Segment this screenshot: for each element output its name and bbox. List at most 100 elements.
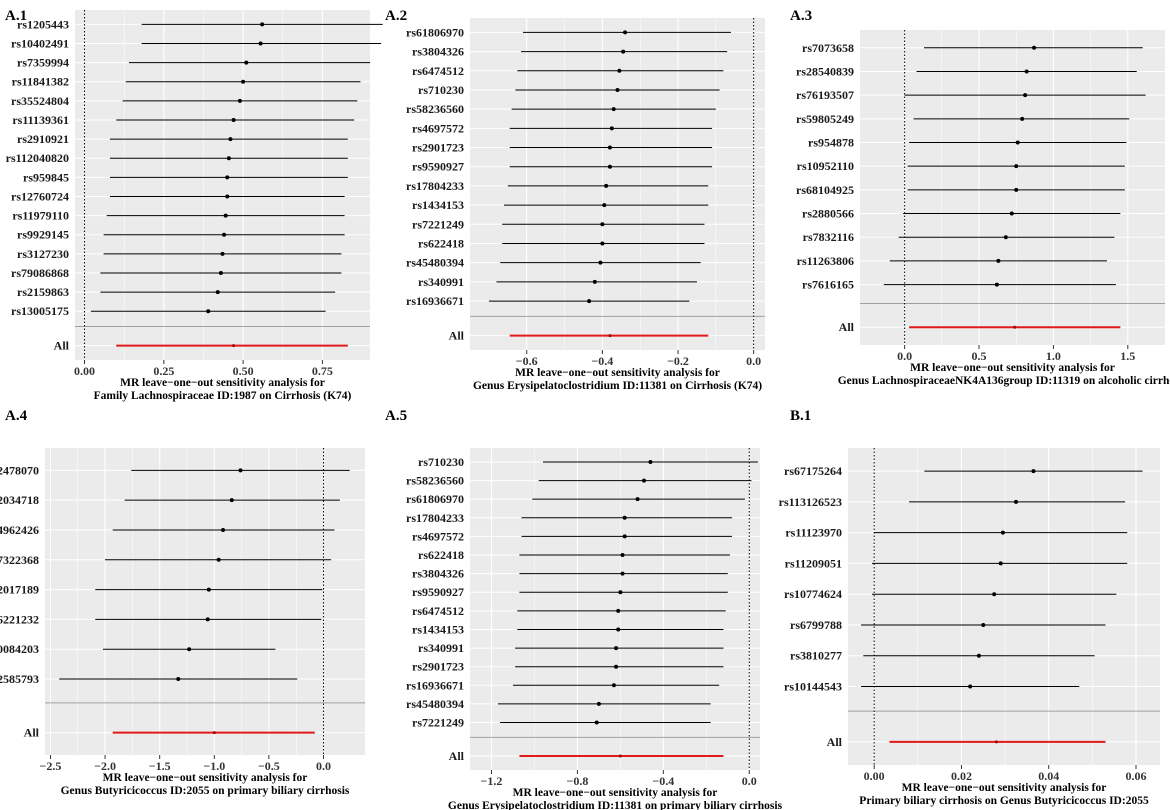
snp-label: rs622418 <box>418 236 464 250</box>
snp-label: rs10144543 <box>784 680 842 694</box>
snp-label: rs7359994 <box>17 56 69 70</box>
point-estimate <box>617 68 622 73</box>
point-estimate <box>648 459 653 464</box>
snp-label: rs56221232 <box>0 612 39 626</box>
point-estimate <box>205 617 210 622</box>
panel-background <box>470 18 765 350</box>
snp-label: rs45480394 <box>406 256 464 270</box>
x-axis-title: Genus Erysipelatoclostridium ID:11381 on… <box>473 380 762 392</box>
point-estimate <box>616 608 621 613</box>
point-estimate <box>1024 69 1029 74</box>
point-estimate <box>237 98 242 103</box>
point-estimate <box>1009 211 1014 216</box>
snp-label: rs7832116 <box>803 230 854 244</box>
snp-label: rs79086868 <box>11 266 69 280</box>
panel-tag: A.1 <box>5 8 27 24</box>
x-tick-label: −0.6 <box>516 354 538 368</box>
snp-label: rs11979110 <box>12 209 69 223</box>
point-estimate <box>231 117 236 122</box>
snp-label: rs1205443 <box>17 17 69 31</box>
panel-background <box>45 448 365 755</box>
point-estimate <box>622 534 627 539</box>
panel-A-3: A.3 rs7073658 rs28540839 rs76193507 rs598052… <box>790 8 1170 387</box>
snp-label: rs1434153 <box>412 622 464 636</box>
point-estimate <box>607 164 612 169</box>
overall-label: All <box>449 749 465 763</box>
point-estimate <box>221 527 226 532</box>
x-tick-label: −0.5 <box>258 759 280 773</box>
point-estimate <box>1020 116 1025 121</box>
x-tick-label: 0.0 <box>742 774 757 788</box>
snp-label: rs2159863 <box>17 285 69 299</box>
snp-label: rs9590927 <box>412 160 464 174</box>
panel-A-4: A.4 rs62478070 rs12034718 rs4962426 rs732236… <box>0 408 365 797</box>
point-estimate <box>994 282 999 287</box>
snp-label: rs622418 <box>418 548 464 562</box>
snp-label: rs7221249 <box>412 716 464 730</box>
x-axis-title: Genus LachnospiraceaeNK4A136group ID:113… <box>838 375 1170 387</box>
x-tick-label: 1.0 <box>1046 349 1061 363</box>
snp-label: rs4697572 <box>412 121 464 135</box>
snp-label: rs16936671 <box>406 294 464 308</box>
x-tick-label: 1.5 <box>1120 349 1135 363</box>
snp-label: rs58236560 <box>406 102 464 116</box>
snp-label: rs11841382 <box>12 75 69 89</box>
overall-point-estimate <box>1013 325 1017 329</box>
point-estimate <box>614 646 619 651</box>
snp-label: rs59805249 <box>796 112 854 126</box>
point-estimate <box>616 627 621 632</box>
point-estimate <box>223 213 228 218</box>
point-estimate <box>609 126 614 131</box>
point-estimate <box>621 49 626 54</box>
point-estimate <box>587 299 592 304</box>
x-tick-label: 0.0 <box>746 354 761 368</box>
snp-label: rs4962426 <box>0 523 39 537</box>
snp-label: rs11139361 <box>12 113 69 127</box>
point-estimate <box>611 107 616 112</box>
x-tick-label: −0.4 <box>652 774 674 788</box>
snp-label: rs3127230 <box>17 247 69 261</box>
overall-label: All <box>449 329 465 343</box>
panel-background <box>470 448 760 770</box>
point-estimate <box>225 175 230 180</box>
x-tick-label: 0.25 <box>153 364 174 378</box>
snp-label: rs6799788 <box>790 618 842 632</box>
overall-label: All <box>24 726 40 740</box>
point-estimate <box>623 30 628 35</box>
snp-label: rs58236560 <box>406 474 464 488</box>
snp-label: rs28540839 <box>796 64 854 78</box>
point-estimate <box>607 145 612 150</box>
panel-A-5: A.5 rs710230 rs58236560 rs61806970 rs1780423… <box>385 408 783 810</box>
point-estimate <box>222 232 227 237</box>
point-estimate <box>600 241 605 246</box>
point-estimate <box>1003 235 1008 240</box>
panel-tag: B.1 <box>790 408 811 424</box>
snp-label: rs113126523 <box>779 495 842 509</box>
point-estimate <box>258 41 263 46</box>
point-estimate <box>618 590 623 595</box>
snp-label: rs10402491 <box>11 36 69 50</box>
point-estimate <box>594 720 599 725</box>
point-estimate <box>238 468 243 473</box>
x-tick-label: 0.75 <box>312 364 333 378</box>
panel-tag: A.2 <box>385 8 407 24</box>
snp-label: rs12585793 <box>0 672 39 686</box>
snp-label: rs11123970 <box>785 526 842 540</box>
panel-background <box>860 30 1165 345</box>
snp-label: rs4697572 <box>412 529 464 543</box>
x-axis-title: MR leave−one−out sensitivity analysis fo… <box>120 377 325 389</box>
snp-label: rs7221249 <box>412 217 464 231</box>
point-estimate <box>604 183 609 188</box>
point-estimate <box>998 561 1003 566</box>
overall-label: All <box>54 339 70 353</box>
point-estimate <box>622 515 627 520</box>
point-estimate <box>615 87 620 92</box>
point-estimate <box>220 251 225 256</box>
point-estimate <box>600 222 605 227</box>
snp-label: rs7073658 <box>802 41 854 55</box>
x-tick-label: −2.5 <box>40 759 62 773</box>
point-estimate <box>981 622 986 627</box>
point-estimate <box>642 478 646 483</box>
